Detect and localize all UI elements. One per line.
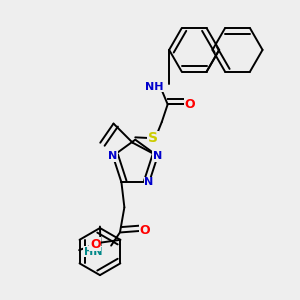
Text: NH: NH: [145, 82, 163, 92]
Text: N: N: [108, 151, 118, 161]
Text: O: O: [184, 98, 195, 111]
Text: O: O: [140, 224, 150, 237]
Text: N: N: [153, 151, 162, 161]
Text: HN: HN: [84, 247, 102, 256]
Text: N: N: [145, 177, 154, 187]
Text: S: S: [148, 131, 158, 145]
Text: O: O: [90, 238, 101, 251]
